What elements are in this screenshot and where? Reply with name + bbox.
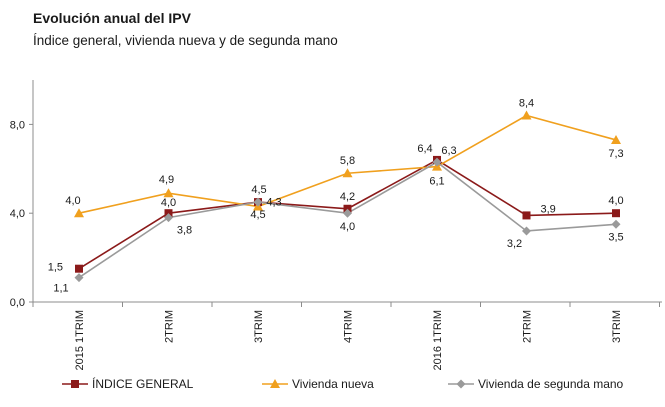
data-point — [342, 168, 353, 178]
data-label: 4,5 — [250, 209, 265, 221]
data-label: 4,0 — [161, 197, 176, 209]
data-label: 5,8 — [340, 155, 355, 167]
chart-subtitle: Índice general, vivienda nueva y de segu… — [33, 33, 338, 48]
data-point — [522, 226, 531, 236]
legend: ÍNDICE GENERAL Vivienda nueva Vivienda de … — [62, 376, 624, 391]
data-label: 4,2 — [340, 191, 355, 203]
data-label: 7,3 — [608, 148, 623, 160]
data-label: 3,2 — [507, 238, 522, 250]
x-tick-label: 2TRIM — [522, 310, 534, 343]
data-label: 3,8 — [177, 225, 192, 237]
data-point — [253, 197, 263, 207]
data-point — [522, 211, 531, 220]
data-label: 6,4 — [417, 143, 432, 155]
data-label: 3,9 — [541, 203, 556, 215]
x-tick-label: 2015 1TRIM — [74, 310, 86, 371]
data-labels: 1,5 4,0 4,5 4,2 6,4 3,9 4,0 4,0 4,9 4,3 5,8 6,1 8,4 7… — [48, 98, 624, 295]
data-point — [74, 208, 84, 218]
data-point — [74, 273, 84, 283]
data-point — [163, 188, 174, 198]
data-label: 1,1 — [53, 283, 68, 295]
data-label: 4,3 — [266, 197, 281, 209]
x-tick-label: 3TRIM — [253, 310, 265, 343]
series-markers — [74, 110, 621, 283]
data-point — [611, 219, 621, 229]
chart-title: Evolución anual del IPV — [33, 10, 191, 26]
data-label: 6,1 — [429, 176, 444, 188]
data-label: 4,0 — [340, 221, 355, 233]
data-point — [521, 110, 532, 120]
x-tick-label: 4TRIM — [343, 310, 355, 343]
data-label: 4,9 — [159, 174, 174, 186]
legend-marker — [456, 379, 466, 389]
data-label: 4,0 — [65, 195, 80, 207]
legend-label: Vivienda nueva — [292, 377, 374, 391]
legend-label: ÍNDICE GENERAL — [92, 376, 194, 391]
data-point — [611, 134, 621, 144]
data-label: 8,4 — [519, 98, 534, 110]
legend-label: Vivienda de segunda mano — [478, 377, 624, 391]
x-tick-label: 3TRIM — [611, 310, 623, 343]
x-tick-label: 2016 1TRIM — [432, 310, 444, 371]
data-label: 1,5 — [48, 262, 63, 274]
data-label: 4,5 — [251, 184, 266, 196]
data-label: 6,3 — [441, 145, 456, 157]
y-tick-label: 0,0 — [10, 297, 25, 309]
data-point — [612, 209, 620, 218]
y-tick-label: 4,0 — [10, 208, 25, 220]
x-tick-label: 2TRIM — [164, 310, 176, 343]
axes: 0,0 4,0 8,0 2015 1TRIM 2TRIM 3TRIM 4TRIM 2016 1… — [10, 80, 662, 371]
data-label: 4,0 — [608, 195, 623, 207]
data-point — [75, 264, 83, 273]
data-point — [164, 213, 173, 223]
legend-marker — [71, 380, 79, 388]
legend-marker — [270, 379, 280, 388]
data-point — [343, 208, 352, 218]
data-label: 3,5 — [608, 231, 623, 243]
data-point — [432, 157, 442, 167]
y-tick-label: 8,0 — [10, 119, 25, 131]
